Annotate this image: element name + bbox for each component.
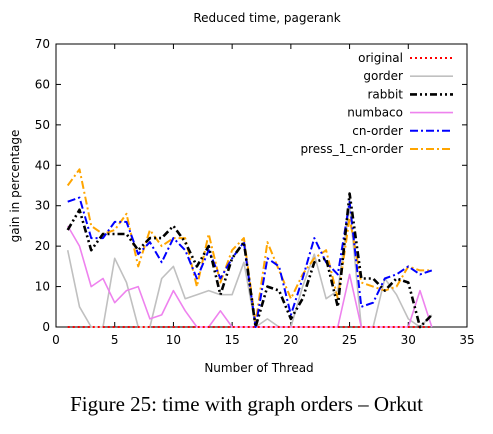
x-tick-label: 25 xyxy=(342,333,357,347)
x-tick-label: 0 xyxy=(52,333,60,347)
legend-label-cn-order: cn-order xyxy=(352,124,403,138)
y-tick-label: 70 xyxy=(35,37,50,51)
y-tick-label: 10 xyxy=(35,280,50,294)
series-line-press-1-cn-order xyxy=(66,168,432,324)
y-axis-label: gain in percentage xyxy=(8,130,22,243)
series-line-gorder xyxy=(66,204,433,328)
series-line-numbaco xyxy=(67,225,433,328)
x-axis-label: Number of Thread xyxy=(204,361,313,375)
y-tick-label: 60 xyxy=(35,77,50,91)
legend-label-original: original xyxy=(358,51,403,65)
legend-label-press-1-cn-order: press_1_cn-order xyxy=(300,142,403,156)
y-tick-label: 0 xyxy=(42,320,50,334)
chart-container: Reduced time, pagerank 0 5 10 15 20 25 30 35 0 10… xyxy=(8,11,475,375)
y-tick-label: 30 xyxy=(35,199,50,213)
y-tick-label: 50 xyxy=(35,118,50,132)
figure-caption: Figure 25: time with graph orders – Orku… xyxy=(70,392,423,416)
x-tick-label: 30 xyxy=(401,333,416,347)
chart-title: Reduced time, pagerank xyxy=(193,11,340,25)
y-tick-label: 40 xyxy=(35,158,50,172)
x-tick-label: 35 xyxy=(459,333,474,347)
x-tick-label: 10 xyxy=(166,333,181,347)
legend-label-rabbit: rabbit xyxy=(367,87,403,101)
series-line-cn-order xyxy=(67,196,433,328)
line-chart: Reduced time, pagerank 0 5 10 15 20 25 30 35 0 10… xyxy=(8,11,475,375)
x-tick-label: 15 xyxy=(225,333,240,347)
y-tick-label: 20 xyxy=(35,239,50,253)
series-line-rabbit xyxy=(66,192,433,329)
x-tick-label: 5 xyxy=(111,333,119,347)
x-tick-label: 20 xyxy=(283,333,298,347)
legend-label-numbaco: numbaco xyxy=(347,106,403,120)
legend-label-gorder: gorder xyxy=(363,69,403,83)
